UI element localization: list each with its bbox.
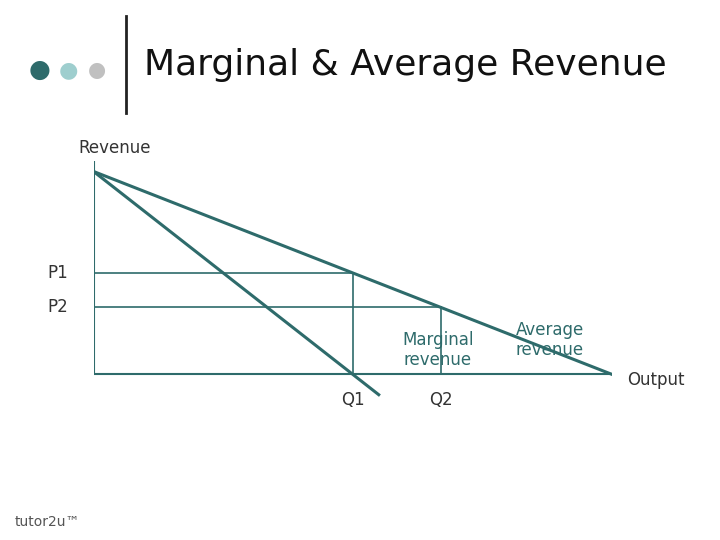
Text: Marginal
revenue: Marginal revenue [402,330,474,369]
Text: Marginal & Average Revenue: Marginal & Average Revenue [144,48,667,82]
Text: P1: P1 [47,264,68,282]
Text: Q2: Q2 [429,390,453,409]
Text: Output: Output [628,372,685,389]
Text: ●: ● [59,60,78,80]
Text: ●: ● [29,58,50,82]
Text: Revenue: Revenue [78,139,150,157]
Text: tutor2u™: tutor2u™ [14,515,80,529]
Text: P2: P2 [47,299,68,316]
Text: Q1: Q1 [341,390,364,409]
Text: Average
revenue: Average revenue [516,321,584,359]
Text: ●: ● [88,60,107,80]
